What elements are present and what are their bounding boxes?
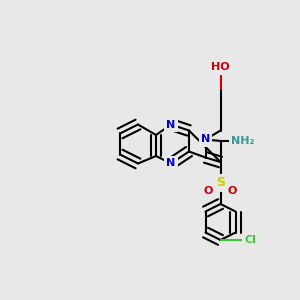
Text: S: S bbox=[216, 176, 225, 190]
Text: N: N bbox=[167, 158, 176, 169]
Text: HO: HO bbox=[211, 62, 230, 73]
Text: N: N bbox=[201, 134, 210, 145]
Text: Cl: Cl bbox=[244, 235, 256, 245]
Text: NH₂: NH₂ bbox=[231, 136, 255, 146]
Text: O: O bbox=[228, 185, 237, 196]
Text: N: N bbox=[167, 119, 176, 130]
Text: O: O bbox=[204, 185, 213, 196]
